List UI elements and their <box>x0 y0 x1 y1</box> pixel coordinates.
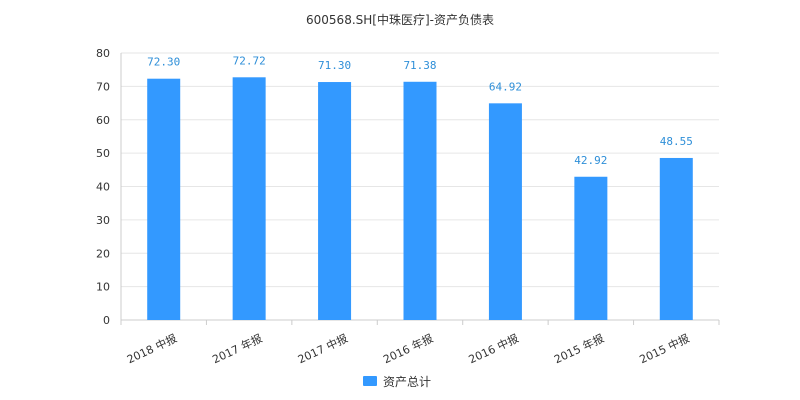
bar[interactable] <box>403 81 437 320</box>
x-tick-label: 2015 年报 <box>552 331 606 366</box>
bar[interactable] <box>318 82 352 320</box>
x-tick-label: 2017 年报 <box>210 331 264 366</box>
y-tick-labels: 0 10 20 30 40 50 60 70 80 <box>96 47 110 327</box>
legend-swatch <box>363 376 377 386</box>
y-tick-label: 30 <box>96 214 110 227</box>
data-label: 42.92 <box>574 154 607 167</box>
chart-title: 600568.SH[中珠医疗]-资产负债表 <box>306 12 494 27</box>
bar[interactable] <box>232 77 266 320</box>
bar[interactable] <box>488 103 522 320</box>
y-tick-label: 50 <box>96 147 110 160</box>
y-tick-label: 0 <box>103 314 110 327</box>
bar[interactable] <box>147 78 181 320</box>
x-tick-label: 2017 中报 <box>295 331 349 366</box>
data-label: 48.55 <box>660 135 693 148</box>
y-tick-label: 60 <box>96 114 110 127</box>
x-tick-label: 2015 中报 <box>637 331 691 366</box>
bar[interactable] <box>574 176 608 320</box>
x-tick-labels: 2018 中报 2017 年报 2017 中报 2016 年报 2016 中报 2015 … <box>125 331 692 366</box>
x-tick-label: 2018 中报 <box>125 331 179 366</box>
data-label: 71.38 <box>403 59 436 72</box>
legend: 资产总计 <box>363 375 431 389</box>
data-label: 71.30 <box>318 59 351 72</box>
y-tick-label: 70 <box>96 80 110 93</box>
y-tick-label: 10 <box>96 281 110 294</box>
legend-label[interactable]: 资产总计 <box>383 375 431 389</box>
x-tick-label: 2016 中报 <box>466 331 520 366</box>
y-tick-label: 80 <box>96 47 110 60</box>
bar[interactable] <box>659 157 693 320</box>
bars <box>147 77 693 320</box>
x-tick-label: 2016 年报 <box>381 331 435 366</box>
y-tick-label: 20 <box>96 247 110 260</box>
y-tick-label: 40 <box>96 181 110 194</box>
data-labels: 72.30 72.72 71.30 71.38 64.92 42.92 48.55 <box>147 54 693 166</box>
data-label: 72.72 <box>233 54 266 67</box>
data-label: 64.92 <box>489 80 522 93</box>
data-label: 72.30 <box>147 56 180 69</box>
